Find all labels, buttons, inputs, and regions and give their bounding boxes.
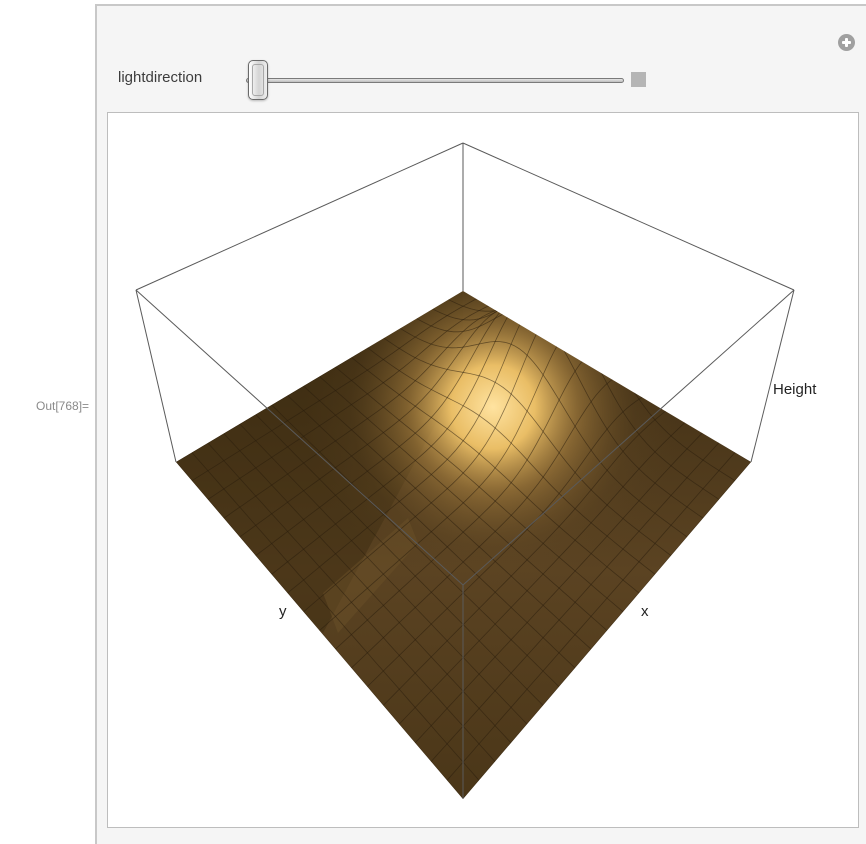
mesh-line: [191, 452, 480, 781]
mesh-line: [462, 461, 751, 799]
bounding-box: [135, 142, 795, 799]
lightdirection-slider[interactable]: [244, 60, 646, 102]
slider-track[interactable]: [246, 78, 624, 83]
slider-expand-button[interactable]: [631, 72, 646, 87]
plot-graphic[interactable]: Height y x: [107, 112, 859, 828]
z-axis-label: Height: [773, 381, 817, 398]
output-label: Out[768]=: [36, 399, 90, 413]
mesh-line: [430, 442, 720, 762]
x-axis-label: x: [641, 603, 649, 620]
mesh-line: [446, 452, 736, 781]
slider-thumb[interactable]: [248, 60, 268, 100]
mesh-line: [207, 442, 496, 762]
lightdirection-label: lightdirection: [118, 69, 203, 86]
surface-plot: [135, 142, 795, 799]
plus-circle-icon[interactable]: [838, 34, 855, 51]
y-axis-label: y: [279, 603, 287, 620]
surface-mesh: [176, 291, 751, 799]
